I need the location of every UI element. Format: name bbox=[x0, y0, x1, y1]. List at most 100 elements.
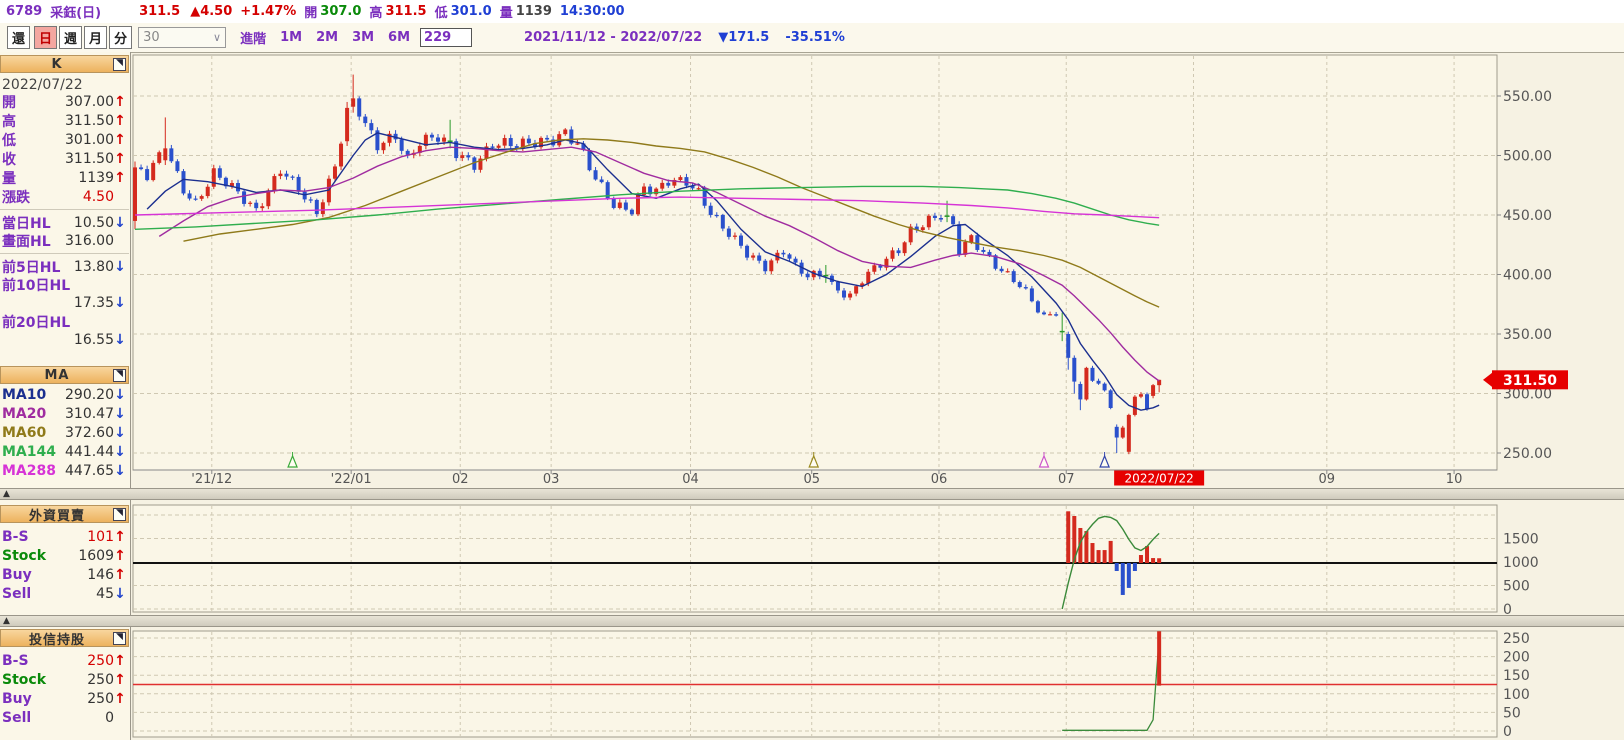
panel-title: MA bbox=[44, 367, 70, 383]
expand-icon[interactable]: ◥ bbox=[113, 57, 126, 71]
stat-label: 量 bbox=[2, 171, 16, 187]
range-3m-button[interactable]: 3M bbox=[352, 30, 375, 45]
chart-area[interactable]: '21/12 '22/01 02 03 04 05 06 07 09 10 550.00 500.00… bbox=[130, 52, 1624, 740]
foreign-bar bbox=[1151, 558, 1156, 563]
candle-body bbox=[139, 167, 144, 170]
period-minute-button[interactable]: 分 bbox=[109, 26, 133, 49]
candle-body bbox=[1029, 288, 1034, 302]
stat-row: 開 307.00 ↑ bbox=[2, 93, 126, 111]
stat-value: 307.00 bbox=[65, 94, 114, 110]
stat-value: 316.00 bbox=[65, 233, 114, 249]
stat-label: Stock bbox=[2, 672, 47, 688]
y-axis-label: 350.00 bbox=[1503, 327, 1552, 343]
range-2m-button[interactable]: 2M bbox=[316, 30, 339, 45]
splitter-foreign-trust[interactable]: ▲ bbox=[0, 615, 1624, 627]
stat-value: 310.47 bbox=[65, 406, 114, 422]
candle-body bbox=[248, 202, 253, 204]
collapse-handle-icon[interactable]: ▲ bbox=[3, 616, 10, 626]
expand-icon[interactable]: ◥ bbox=[113, 368, 126, 382]
candle-body bbox=[720, 215, 725, 229]
candle-body bbox=[1114, 426, 1119, 438]
candle-body bbox=[145, 169, 150, 181]
candle-body bbox=[817, 270, 822, 277]
stat-label: Buy bbox=[2, 567, 32, 583]
ma-line-ma20 bbox=[158, 146, 1160, 382]
restore-button[interactable]: 還 bbox=[7, 26, 31, 49]
foreign-bar bbox=[1078, 527, 1083, 563]
candle-body bbox=[1126, 414, 1131, 452]
volume-value: 1139 bbox=[515, 4, 552, 19]
stat-value: 447.65 bbox=[65, 463, 114, 479]
candle-body bbox=[902, 242, 907, 254]
advanced-button[interactable]: 進階 bbox=[240, 32, 267, 47]
candle-body bbox=[1054, 314, 1059, 316]
candle-body bbox=[581, 143, 586, 151]
candle-body bbox=[1102, 383, 1107, 391]
foreign-row: Stock 1609 ↑ bbox=[2, 547, 126, 565]
stat-row: 低 301.00 ↑ bbox=[2, 131, 126, 149]
stat-label: 前20日HL bbox=[2, 315, 71, 331]
ma-line-ma288 bbox=[134, 196, 1160, 219]
candle-body bbox=[205, 186, 210, 197]
candle-body bbox=[1090, 367, 1095, 381]
candle-body bbox=[284, 173, 289, 177]
candle-body bbox=[842, 290, 847, 298]
candle-body bbox=[872, 265, 877, 272]
stat-row: 漲跌 4.50 bbox=[2, 188, 126, 206]
down-arrow-icon: ↓ bbox=[114, 406, 126, 422]
candle-body bbox=[635, 194, 640, 215]
minute-interval-select[interactable]: 30 ∨ bbox=[138, 27, 227, 48]
period-month-button[interactable]: 月 bbox=[84, 26, 108, 49]
splitter-main-foreign[interactable]: ▲ bbox=[0, 488, 1624, 500]
candle-body bbox=[1011, 271, 1016, 283]
candle-body bbox=[781, 252, 786, 255]
expand-icon[interactable]: ◥ bbox=[113, 631, 126, 645]
candle-body bbox=[429, 134, 434, 138]
event-marker-icon bbox=[287, 454, 298, 468]
stat-label: Sell bbox=[2, 586, 32, 602]
last-price: 311.5 bbox=[139, 4, 181, 19]
visible-date-range: 2021/11/12 - 2022/07/22 bbox=[524, 30, 703, 45]
trust-row: Buy 250 ↑ bbox=[2, 690, 126, 708]
up-arrow-icon: ↑ bbox=[114, 672, 126, 688]
panel-title: 投信持股 bbox=[28, 632, 85, 648]
trust-axis-label: 0 bbox=[1503, 724, 1512, 740]
bar-count-input[interactable] bbox=[420, 28, 473, 47]
price-tag-arrow bbox=[1483, 372, 1492, 387]
panel-title: K bbox=[51, 56, 63, 72]
down-arrow-icon: ↓ bbox=[114, 463, 126, 479]
stat-value: 441.44 bbox=[65, 444, 114, 460]
sidebar-divider bbox=[0, 209, 129, 210]
candle-body bbox=[229, 183, 234, 187]
price-tag-label: 311.50 bbox=[1503, 373, 1557, 389]
candle-body bbox=[393, 133, 398, 140]
candle-body bbox=[920, 227, 925, 231]
panel-title: 外資買賣 bbox=[28, 508, 85, 524]
down-arrow-icon: ↓ bbox=[114, 215, 126, 231]
candle-body bbox=[545, 137, 550, 140]
range-1m-button[interactable]: 1M bbox=[280, 30, 303, 45]
foreign-bar bbox=[1102, 550, 1107, 563]
collapse-handle-icon[interactable]: ▲ bbox=[3, 489, 10, 499]
k-date-row: 2022/07/22 bbox=[2, 76, 126, 94]
stat-value: 290.20 bbox=[65, 387, 114, 403]
candle-body bbox=[278, 173, 283, 177]
plot-frame-1 bbox=[132, 504, 1498, 613]
range-change: ▼171.5 bbox=[718, 30, 770, 45]
ma-panel-header: MA ◥ bbox=[0, 366, 129, 384]
expand-icon[interactable]: ◥ bbox=[113, 507, 126, 521]
period-week-button[interactable]: 週 bbox=[59, 26, 83, 49]
event-marker-icon bbox=[1099, 454, 1110, 468]
candle-body bbox=[254, 202, 259, 209]
ma-row: MA60 372.60 ↓ bbox=[2, 424, 126, 442]
stat-value: 0 bbox=[105, 710, 114, 726]
candle-body bbox=[381, 142, 386, 151]
candle-body bbox=[611, 198, 616, 208]
stat-value: 13.80 bbox=[73, 259, 114, 275]
range-6m-button[interactable]: 6M bbox=[388, 30, 411, 45]
candle-body bbox=[339, 143, 344, 167]
ma-line-ma144 bbox=[134, 185, 1160, 230]
period-day-button[interactable]: 日 bbox=[34, 26, 58, 49]
candle-body bbox=[563, 129, 568, 135]
candle-body bbox=[757, 255, 762, 261]
